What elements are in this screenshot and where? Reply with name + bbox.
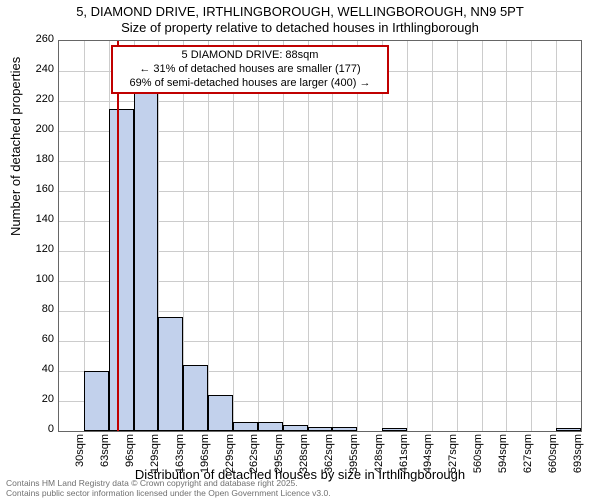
y-tick-label: 100 xyxy=(20,273,54,285)
grid-line-v xyxy=(357,41,358,431)
grid-line-v xyxy=(332,41,333,431)
histogram-bar xyxy=(134,83,159,431)
histogram-bar xyxy=(258,422,283,431)
histogram-bar xyxy=(283,425,308,431)
histogram-bar xyxy=(308,427,333,432)
annotation-line-1: 5 DIAMOND DRIVE: 88sqm xyxy=(119,49,381,63)
y-tick-label: 240 xyxy=(20,63,54,75)
y-tick-label: 200 xyxy=(20,123,54,135)
histogram-chart: 5, DIAMOND DRIVE, IRTHLINGBOROUGH, WELLI… xyxy=(0,0,600,500)
footer-line-2: Contains public sector information licen… xyxy=(6,489,331,498)
histogram-bar xyxy=(84,371,109,431)
histogram-bar xyxy=(208,395,233,431)
histogram-bar xyxy=(158,317,183,431)
chart-title-main: 5, DIAMOND DRIVE, IRTHLINGBOROUGH, WELLI… xyxy=(0,4,600,19)
y-tick-label: 180 xyxy=(20,153,54,165)
y-axis-label: Number of detached properties xyxy=(8,57,23,236)
histogram-bar xyxy=(332,427,357,432)
annotation-box: 5 DIAMOND DRIVE: 88sqm ← 31% of detached… xyxy=(111,45,389,94)
y-tick-label: 60 xyxy=(20,333,54,345)
y-tick-label: 80 xyxy=(20,303,54,315)
y-tick-label: 120 xyxy=(20,243,54,255)
plot-area: 5 DIAMOND DRIVE: 88sqm ← 31% of detached… xyxy=(58,40,582,432)
y-tick-label: 160 xyxy=(20,183,54,195)
grid-line-v xyxy=(556,41,557,431)
histogram-bar xyxy=(183,365,208,431)
grid-line-v xyxy=(382,41,383,431)
grid-line-v xyxy=(432,41,433,431)
chart-title-sub: Size of property relative to detached ho… xyxy=(0,20,600,35)
histogram-bar xyxy=(109,109,134,432)
y-tick-label: 0 xyxy=(20,423,54,435)
y-tick-label: 220 xyxy=(20,93,54,105)
footer-attribution: Contains HM Land Registry data © Crown c… xyxy=(6,479,331,498)
grid-line-v xyxy=(482,41,483,431)
y-tick-label: 20 xyxy=(20,393,54,405)
annotation-line-3: 69% of semi-detached houses are larger (… xyxy=(119,77,381,91)
y-tick-label: 260 xyxy=(20,33,54,45)
grid-line-v xyxy=(308,41,309,431)
grid-line-v xyxy=(258,41,259,431)
grid-line-v xyxy=(233,41,234,431)
grid-line-v xyxy=(208,41,209,431)
grid-line-v xyxy=(407,41,408,431)
grid-line-v xyxy=(506,41,507,431)
grid-line-v xyxy=(531,41,532,431)
grid-line-v xyxy=(457,41,458,431)
histogram-bar xyxy=(556,428,581,431)
y-tick-label: 140 xyxy=(20,213,54,225)
y-tick-label: 40 xyxy=(20,363,54,375)
grid-line-v xyxy=(283,41,284,431)
annotation-line-2: ← 31% of detached houses are smaller (17… xyxy=(119,63,381,77)
histogram-bar xyxy=(382,428,407,431)
histogram-bar xyxy=(233,422,258,431)
property-marker-line xyxy=(117,41,119,431)
